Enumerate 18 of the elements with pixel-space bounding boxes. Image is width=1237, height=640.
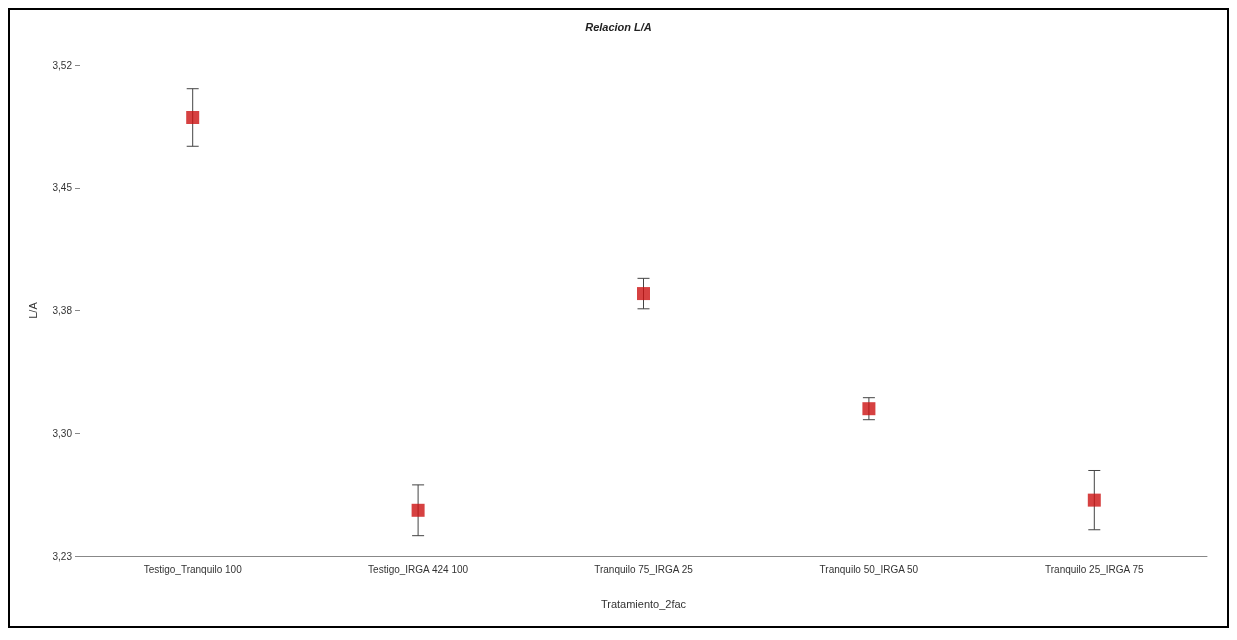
y-tick-label: 3,38 bbox=[52, 305, 73, 316]
y-tick-label: 3,23 bbox=[52, 550, 73, 562]
y-axis-title: L/A bbox=[26, 301, 39, 319]
chart-title: Relacion L/A bbox=[585, 20, 652, 33]
point bbox=[1087, 493, 1101, 507]
y-tick-label: 3,52 bbox=[52, 59, 73, 71]
x-tick-label: Tranquilo 75_IRGA 25 bbox=[594, 563, 694, 575]
x-tick-label: Testigo_Tranquilo 100 bbox=[143, 563, 243, 575]
y-tick-label: 3,45 bbox=[52, 182, 73, 194]
point bbox=[637, 287, 650, 301]
x-tick-label: Testigo_IRGA 424 100 bbox=[368, 563, 469, 575]
y-tick-label: 3,30 bbox=[52, 427, 73, 439]
point bbox=[186, 110, 200, 124]
point bbox=[862, 402, 876, 416]
point bbox=[411, 503, 425, 517]
x-tick-label: Tranquilo 25_IRGA 75 bbox=[1045, 563, 1145, 575]
x-tick-label: Tranquilo 50_IRGA 50 bbox=[819, 563, 919, 575]
x-axis-title: Tratamiento_2fac bbox=[600, 597, 687, 610]
